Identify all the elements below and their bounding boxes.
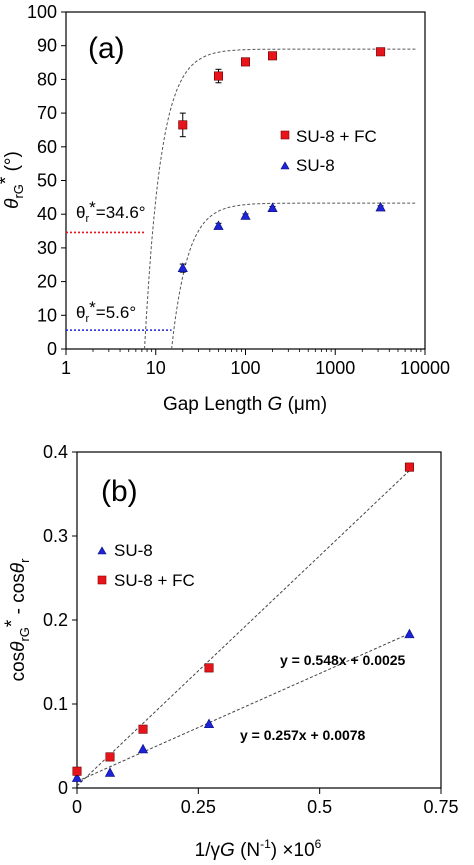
- data-point: [204, 663, 214, 673]
- panel-label-b: (b): [101, 475, 138, 508]
- data-point: [240, 210, 251, 220]
- legend-a: SU-8 + FC SU-8: [276, 122, 398, 175]
- data-points-b: [71, 462, 415, 782]
- fit-curves-a: [144, 48, 417, 350]
- fit-curve: [144, 48, 417, 350]
- data-point: [376, 47, 386, 57]
- legend-a-marker-su8: [280, 161, 290, 170]
- fit-lines-b: [76, 470, 410, 787]
- data-points-a: [177, 47, 386, 273]
- x-tick-label-a: 10000: [400, 358, 450, 378]
- x-tick-label-b: 0.5: [307, 797, 332, 817]
- x-tick-label-b: 0: [72, 797, 82, 817]
- fit-equation-fc: y = 0.548x + 0.0025: [280, 652, 406, 668]
- y-tick-label-a: 40: [37, 204, 57, 224]
- fit-line: [76, 633, 410, 782]
- legend-b-label-fc: SU-8 + FC: [114, 571, 195, 590]
- y-tick-label-a: 70: [37, 103, 57, 123]
- y-tick-label-a: 30: [37, 238, 57, 258]
- x-tick-label-b: 0.25: [181, 797, 216, 817]
- reference-lines-a: [66, 231, 172, 331]
- legend-a-bg: [276, 122, 398, 152]
- data-point: [177, 262, 188, 273]
- x-tick-label-a: 1: [61, 358, 71, 378]
- fit-line: [76, 470, 410, 787]
- ref-label-fc: θr*=34.6°: [76, 198, 146, 225]
- y-tick-label-a: 90: [37, 36, 57, 56]
- panel-b: 0 0.1 0.2 0.3 0.4 0 0.25 0.5 0.75 (b) SU-8 SU-8 …: [2, 442, 459, 861]
- data-point: [404, 462, 414, 472]
- y-tick-label-a: 50: [37, 171, 57, 191]
- legend-a-marker-fc: [280, 130, 290, 140]
- y-axis-title-a: θrG* (°): [0, 151, 26, 209]
- y-tick-label-b: 0.2: [43, 610, 68, 630]
- data-point: [71, 772, 83, 782]
- x-axis-title-a: Gap Length G (μm): [163, 394, 327, 415]
- y-tick-label-a: 100: [27, 2, 57, 22]
- data-point: [203, 718, 215, 729]
- legend-b-marker-su8: [97, 546, 107, 555]
- x-tick-label-b: 0.75: [423, 797, 458, 817]
- panel-label-a: (a): [88, 32, 125, 65]
- data-point: [241, 57, 251, 67]
- data-point: [213, 220, 224, 230]
- data-point: [137, 743, 149, 754]
- x-tick-label-a: 1000: [315, 358, 355, 378]
- x-axis-title-b: 1/γG (N-1) ×106: [195, 837, 322, 861]
- ref-label-su8-value: =5.6°: [96, 303, 136, 322]
- fit-equation-su8: y = 0.257x + 0.0078: [240, 727, 366, 743]
- y-tick-label-a: 80: [37, 69, 57, 89]
- y-axis-title-b: cosθrG* - cosθr: [2, 558, 32, 682]
- y-tick-label-b: 0.4: [43, 442, 68, 462]
- y-tick-label-b: 0: [58, 778, 68, 798]
- legend-b-label-su8: SU-8: [114, 541, 153, 560]
- data-point: [267, 202, 278, 213]
- legend-b: SU-8 SU-8 + FC: [97, 541, 195, 590]
- legend-a-label-fc: SU-8 + FC: [296, 127, 377, 146]
- data-point: [268, 51, 278, 61]
- data-point: [72, 766, 82, 776]
- y-tick-label-a: 10: [37, 305, 57, 325]
- data-point: [404, 628, 415, 639]
- y-tick-label-a: 60: [37, 137, 57, 157]
- legend-a-label-su8: SU-8: [296, 156, 335, 175]
- data-point: [178, 120, 188, 130]
- y-tick-label-a: 0: [47, 339, 57, 359]
- data-point: [104, 767, 116, 777]
- legend-b-marker-fc: [97, 575, 107, 585]
- ref-label-fc-value: =34.6°: [96, 203, 146, 222]
- ref-label-su8: θr*=5.6°: [76, 298, 136, 325]
- data-point: [375, 201, 386, 212]
- data-point: [213, 71, 223, 81]
- y-tick-label-b: 0.1: [43, 694, 68, 714]
- data-point: [105, 752, 115, 762]
- x-tick-label-a: 10: [146, 358, 166, 378]
- fit-curve: [171, 202, 417, 350]
- data-point: [138, 724, 148, 734]
- x-tick-label-a: 100: [230, 358, 260, 378]
- ticks-b: 0 0.1 0.2 0.3 0.4 0 0.25 0.5 0.75: [43, 442, 459, 817]
- y-tick-label-a: 20: [37, 272, 57, 292]
- y-tick-label-b: 0.3: [43, 526, 68, 546]
